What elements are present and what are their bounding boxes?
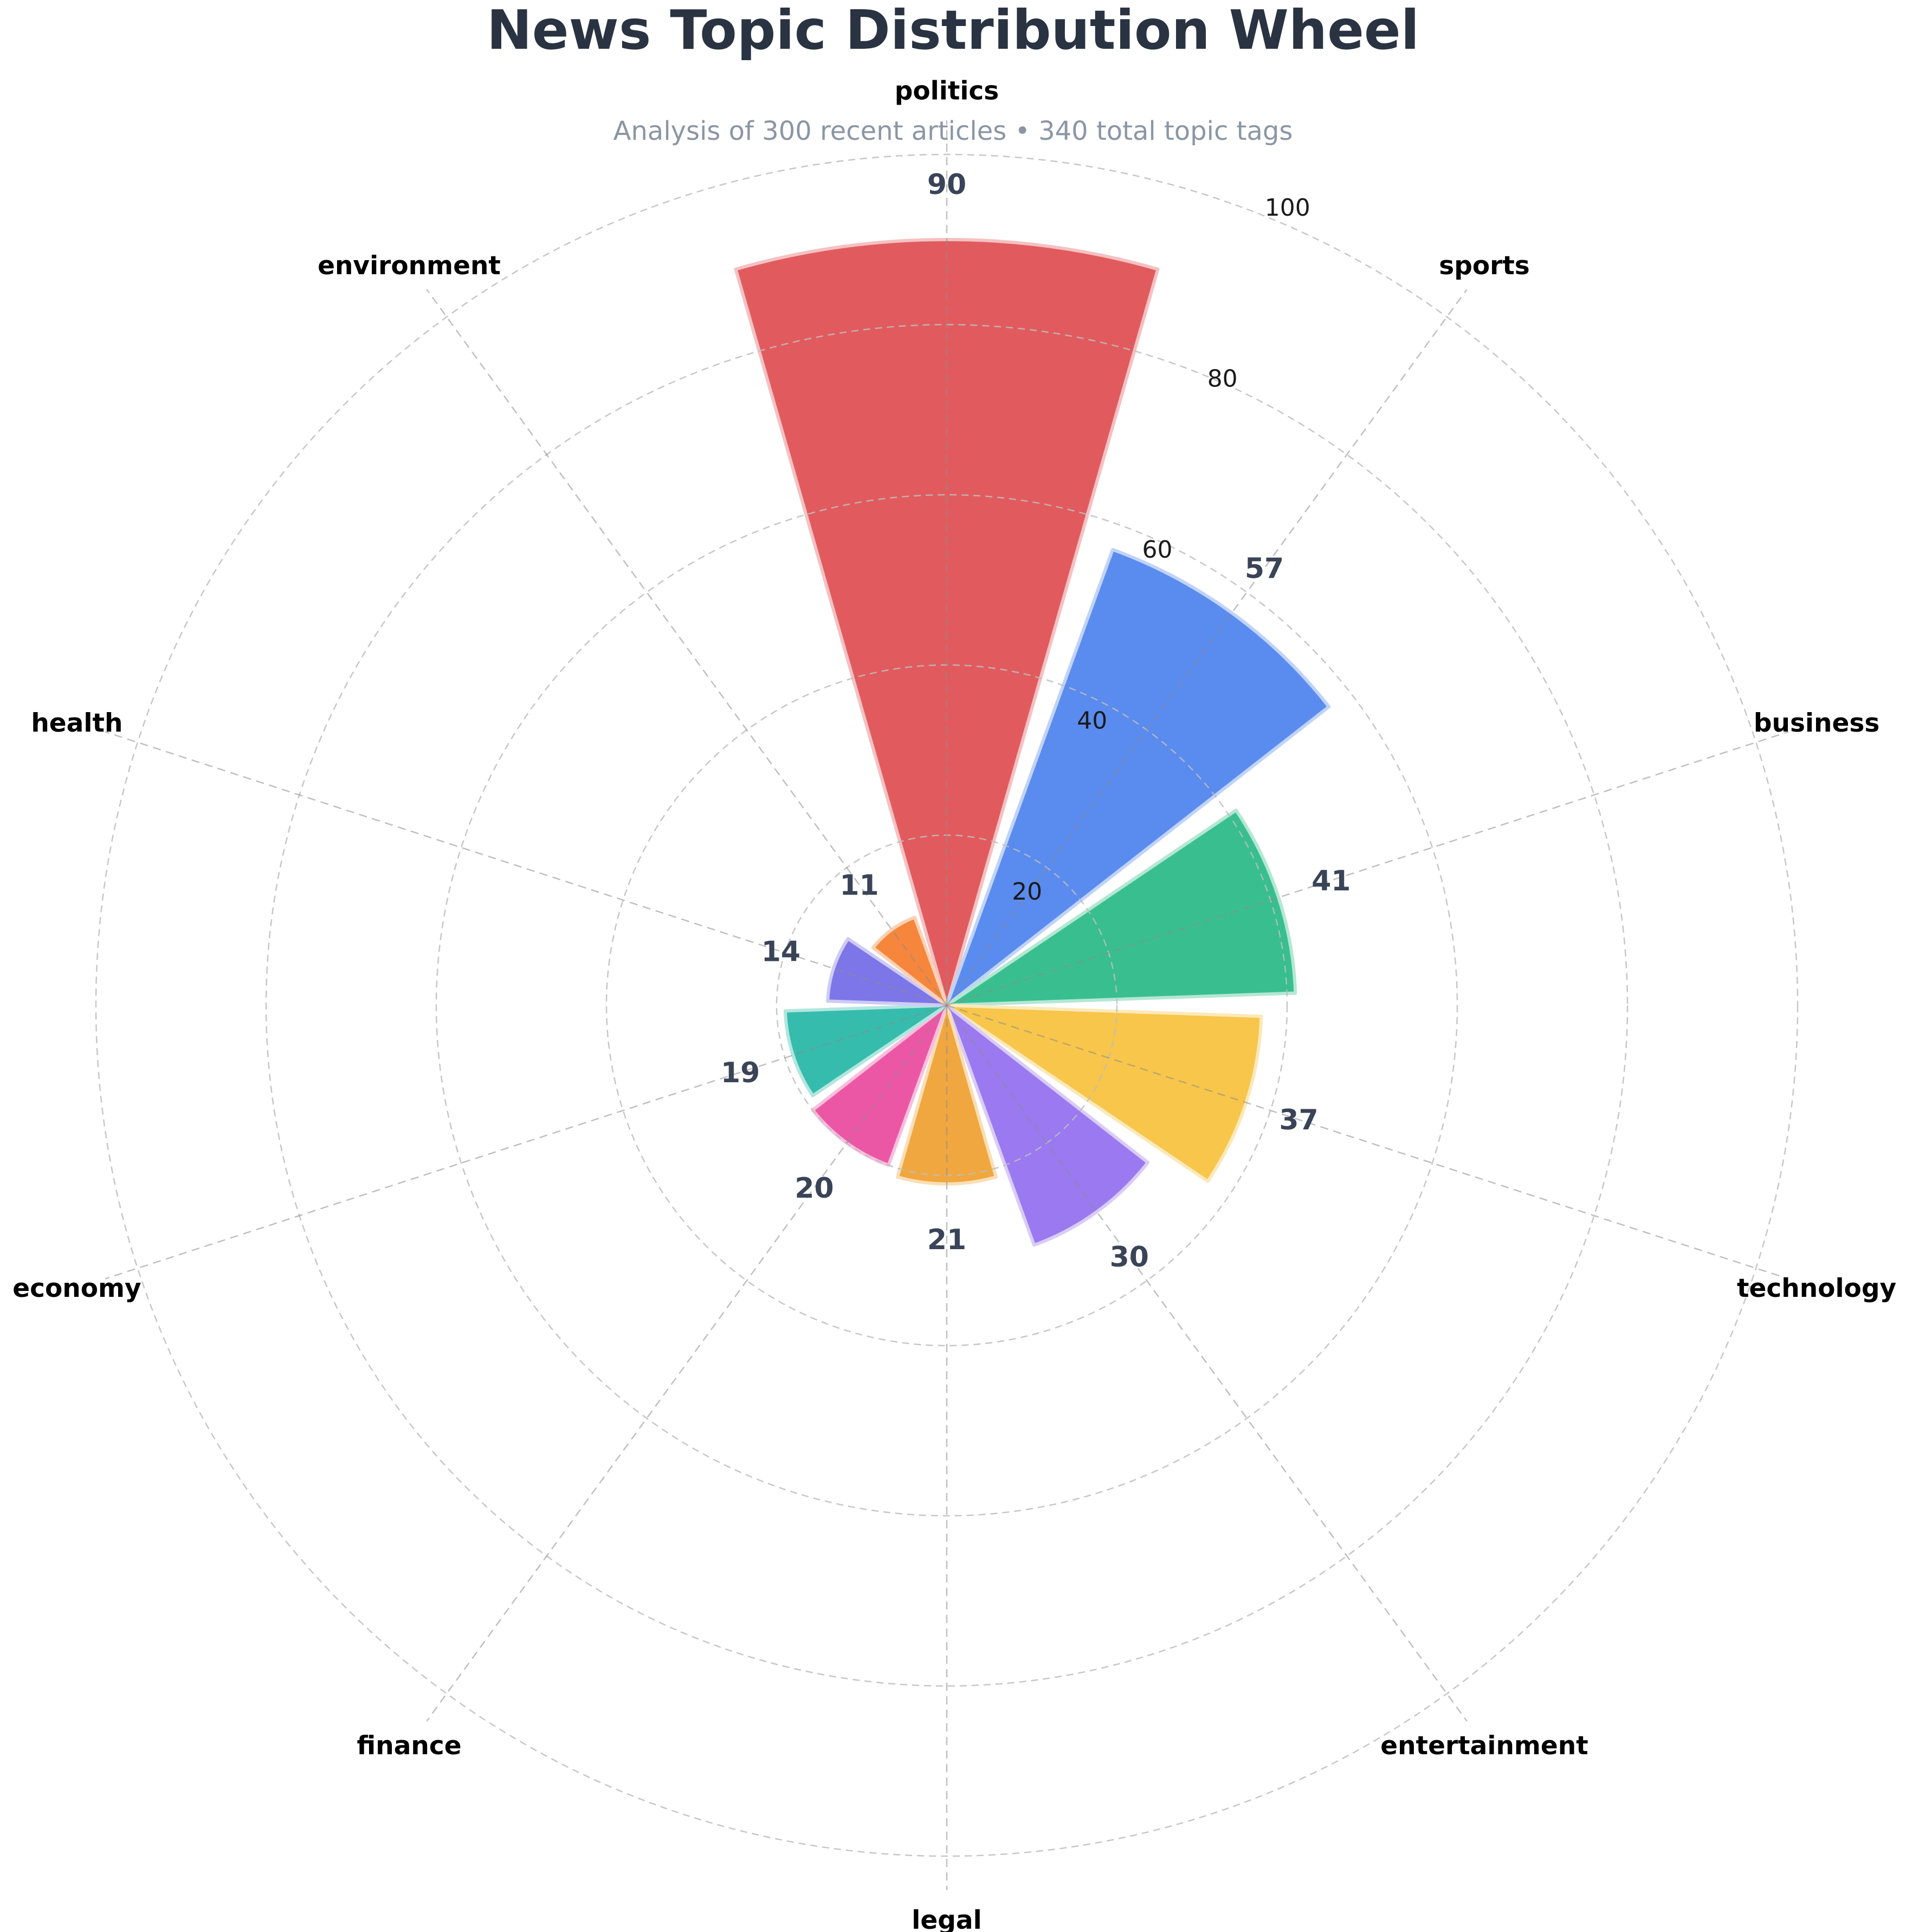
category-labels: politics sports business technology entertai…	[12, 76, 1896, 1932]
polar-grid	[95, 120, 1799, 1890]
radial-tick-label-80: 80	[1207, 365, 1238, 392]
sector-health	[826, 937, 948, 1007]
chart-subtitle: Analysis of 300 recent articles • 340 to…	[613, 116, 1293, 146]
radial-tick-label-100: 100	[1265, 194, 1310, 222]
sector-entertainment	[945, 1004, 1150, 1247]
angular-grid-spoke-technology	[946, 1004, 1789, 1280]
value-label-sports: 57	[1245, 553, 1284, 585]
value-label-economy: 19	[721, 1057, 760, 1089]
sector-sports	[945, 548, 1331, 1007]
category-label-sports: sports	[1439, 251, 1530, 281]
angular-grid-spoke-business	[946, 731, 1789, 1006]
angular-grid-spoke-health	[105, 731, 947, 1006]
sector-environment	[871, 915, 948, 1007]
radial-grid-circle-100	[95, 153, 1799, 1857]
angular-grid-spoke-finance	[426, 1005, 948, 1722]
category-label-finance: finance	[357, 1731, 461, 1761]
value-label-environment: 11	[839, 869, 878, 902]
angular-grid-spoke-entertainment	[946, 1005, 1468, 1722]
value-label-health: 14	[761, 936, 800, 968]
category-label-economy: economy	[12, 1274, 141, 1303]
value-label-entertainment: 30	[1110, 1241, 1149, 1274]
category-label-business: business	[1754, 708, 1879, 738]
category-label-legal: legal	[912, 1905, 981, 1932]
value-label-politics: 90	[927, 169, 966, 201]
radial-tick-label-20: 20	[1012, 878, 1042, 906]
value-label-legal: 21	[927, 1224, 966, 1256]
radial-tick-label-40: 40	[1077, 707, 1107, 734]
category-label-health: health	[31, 708, 122, 738]
category-label-politics: politics	[895, 76, 999, 106]
value-labels: 90 57 41 37 30 21 20 19 14 11	[721, 169, 1351, 1274]
radial-tick-labels: 20 40 60 80 100	[1012, 194, 1310, 906]
value-label-technology: 37	[1279, 1104, 1318, 1136]
radial-grid-circle-60	[435, 494, 1458, 1517]
sector-business	[945, 809, 1297, 1007]
angular-grid-spoke-environment	[426, 289, 948, 1006]
value-label-finance: 20	[794, 1172, 834, 1205]
value-label-business: 41	[1311, 865, 1351, 897]
category-label-entertainment: entertainment	[1380, 1731, 1588, 1761]
radial-tick-label-60: 60	[1142, 536, 1173, 564]
category-label-environment: environment	[318, 251, 501, 281]
category-label-technology: technology	[1737, 1274, 1896, 1303]
sector-economy	[783, 1004, 948, 1097]
angular-grid-spoke-economy	[105, 1004, 947, 1280]
chart-title: News Topic Distribution Wheel	[487, 0, 1419, 62]
angular-grid-spoke-sports	[946, 289, 1468, 1006]
